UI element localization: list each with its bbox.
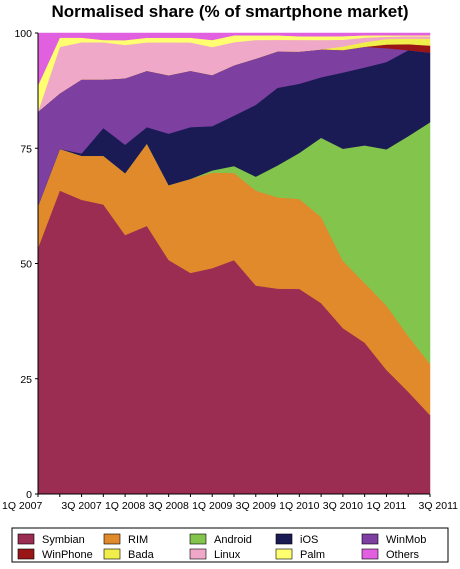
legend: Symbian RIM Android iOS WinMob WinPhone Bada Li… [11,527,449,563]
x-tick-label: 1Q 2009 [192,500,232,512]
legend-swatch-winphone [17,548,35,560]
legend-swatch-others [361,548,379,560]
x-tick-label: 1Q 2011 [367,500,407,512]
legend-label-winmob: WinMob [386,534,426,546]
legend-label-android: Android [214,534,252,546]
legend-label-rim: RIM [128,534,148,546]
legend-label-winphone: WinPhone [42,549,93,561]
legend-swatch-symbian [17,533,35,545]
legend-swatch-linux [189,548,207,560]
x-tick-label: 1Q 2010 [279,500,319,512]
x-tick-label: 3Q 2009 [236,500,276,512]
y-tick-label: 50 [20,259,32,271]
x-tick-label: 3Q 2008 [149,500,189,512]
legend-label-palm: Palm [300,549,325,561]
legend-label-linux: Linux [214,549,241,561]
x-tick-label: 3Q 2011 [418,500,458,512]
y-tick-label: 25 [20,374,32,386]
legend-swatch-palm [275,548,293,560]
area-others [37,32,431,86]
legend-swatch-winmob [361,533,379,545]
y-tick-label: 75 [20,143,32,155]
y-tick-label: 100 [14,28,32,40]
legend-label-ios: iOS [300,534,318,546]
legend-swatch-android [189,533,207,545]
legend-swatch-bada [103,548,121,560]
legend-label-bada: Bada [128,549,155,561]
legend-swatch-rim [103,533,121,545]
legend-label-others: Others [386,549,420,561]
x-tick-label: 1Q 2008 [105,500,145,512]
x-tick-label: 1Q 2007 [2,500,42,512]
y-tick-label: 0 [26,489,32,501]
chart-title: Normalised share (% of smartphone market… [51,2,409,21]
x-tick-label: 3Q 2007 [61,500,101,512]
legend-label-symbian: Symbian [42,534,85,546]
legend-swatch-ios [275,533,293,545]
x-tick-label: 3Q 2010 [323,500,363,512]
area-layers [37,32,431,495]
